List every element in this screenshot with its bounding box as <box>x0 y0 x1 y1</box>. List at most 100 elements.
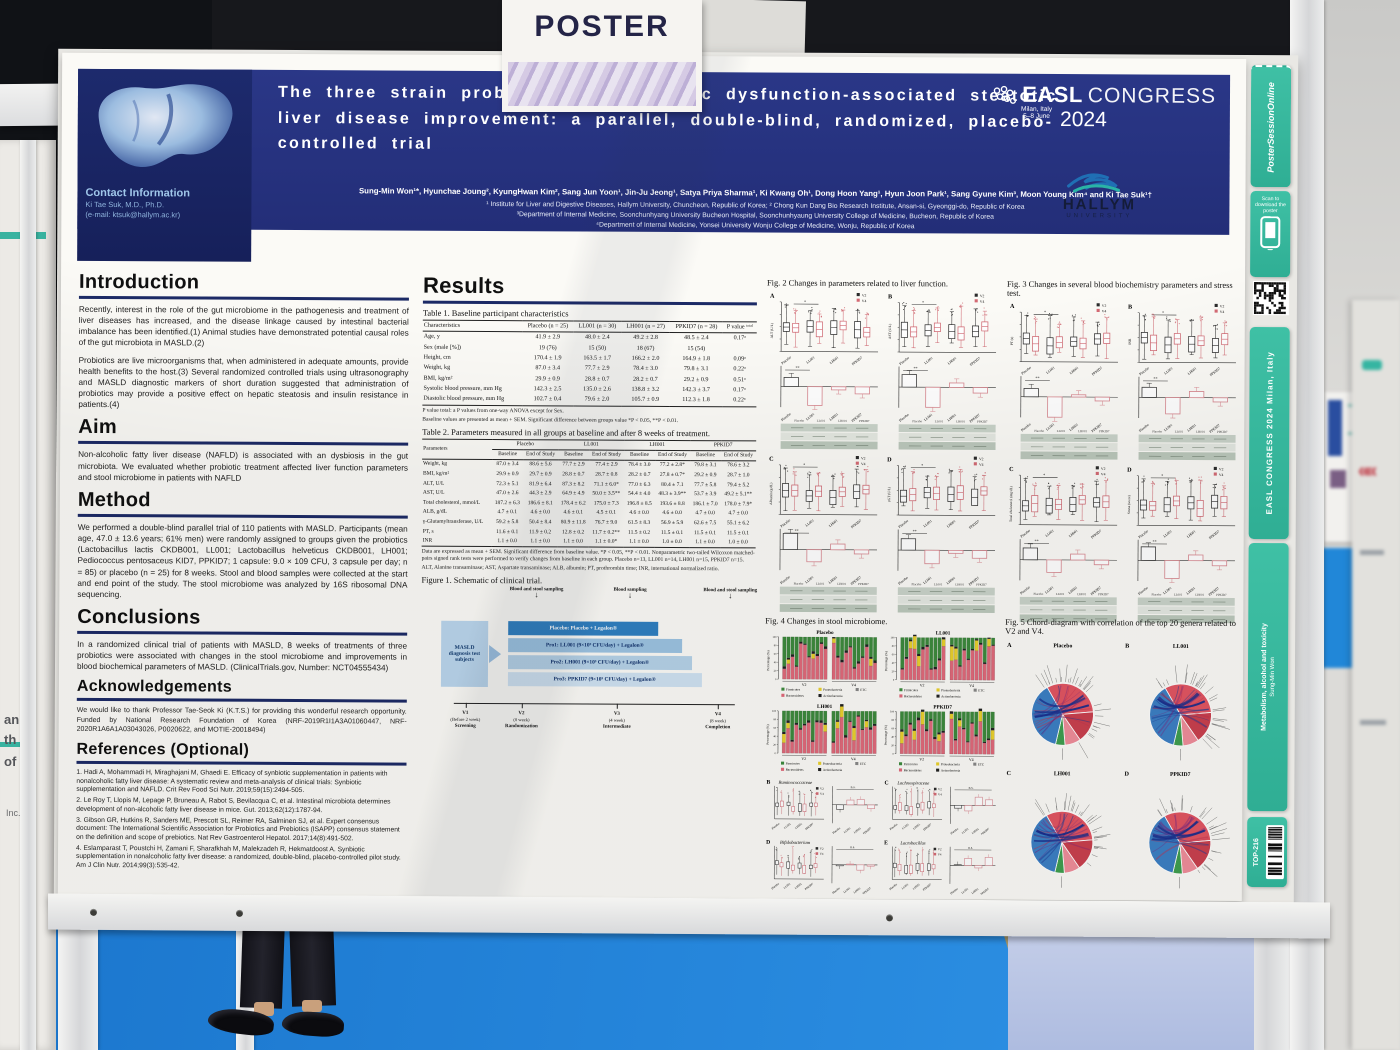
person-legs <box>206 885 376 1050</box>
svg-text:**: ** <box>795 528 799 533</box>
svg-text:LH001: LH001 <box>911 882 920 890</box>
svg-text:Placebo: Placebo <box>897 519 909 529</box>
svg-text:LL001: LL001 <box>1162 529 1172 538</box>
section-rule <box>78 441 409 447</box>
reference-item: 4. Eslamparast T, Poustchi H, Zamani F, … <box>75 844 401 870</box>
svg-text:Placebo: Placebo <box>831 886 841 894</box>
svg-text:LL001: LL001 <box>923 356 933 365</box>
chevrons-decor: «« <box>1358 460 1377 482</box>
svg-text:V2: V2 <box>938 788 942 792</box>
timeline-tick <box>521 703 523 709</box>
liver-xray-image <box>98 84 233 168</box>
svg-text:LH001: LH001 <box>1195 593 1204 597</box>
svg-text:Placebo: Placebo <box>1034 429 1044 433</box>
category-label: Metabolism, alcohol and toxicity <box>1260 623 1268 731</box>
bolt <box>886 914 893 922</box>
svg-text:LH001: LH001 <box>1068 529 1079 539</box>
svg-text:Placebo: Placebo <box>794 419 804 423</box>
trial-arm-bar: Placebo: Placebo + Legalon® <box>507 621 659 636</box>
svg-text:PPKID7: PPKID7 <box>1090 529 1102 540</box>
svg-text:PPKID7: PPKID7 <box>922 822 933 831</box>
svg-text:LH001: LH001 <box>1069 366 1080 376</box>
congress-dates: 5–8 June <box>1023 112 1050 120</box>
svg-text:PPKID7: PPKID7 <box>851 412 863 423</box>
timeline-axis: V1 (Before 2 week) Screening V2 (0 week) Ran… <box>450 702 735 730</box>
svg-text:40: 40 <box>773 735 776 738</box>
svg-text:Placebo: Placebo <box>888 882 898 891</box>
figure1-caption: Figure 1. Schematic of clinical trial. <box>421 575 543 586</box>
figure2-block: Fig. 2 Changes in parameters related to … <box>765 274 1000 614</box>
section-heading-method: Method <box>77 488 151 512</box>
svg-text:PPKID7: PPKID7 <box>859 419 870 423</box>
svg-text:LH001: LH001 <box>1185 586 1196 596</box>
svg-text:LL001: LL001 <box>1045 422 1055 431</box>
partition-smudge <box>1360 720 1386 725</box>
references-list: 1. Hadi A, Mohammadi H, Miraghajani M, G… <box>76 769 407 872</box>
easl-congress-logo: EASL CONGRESS Milan, Italy 5–8 June 2024 <box>991 82 1216 133</box>
svg-text:LL001: LL001 <box>816 582 825 586</box>
trial-arm-bar: Pro1: LL001 (9×10⁹ CFU/day) + Legalon® <box>507 638 682 653</box>
partition-smudge <box>1360 550 1384 555</box>
poster-header-band: The three strain probiotics for metaboli… <box>77 68 1231 235</box>
svg-text:*: * <box>921 463 923 468</box>
svg-text:V4: V4 <box>862 299 867 303</box>
svg-text:20: 20 <box>773 744 776 747</box>
figure3-block: Fig. 3 Changes in several blood biochemi… <box>1005 276 1240 625</box>
easl-grapes-icon <box>993 85 1017 104</box>
svg-text:n.s.: n.s. <box>851 785 856 789</box>
svg-text:Placebo: Placebo <box>888 822 898 831</box>
sampling-label: Blood sampling ↓ <box>613 587 647 600</box>
neighbor-text-fragment: an <box>4 712 20 727</box>
svg-text:V2: V2 <box>919 684 924 688</box>
svg-text:PPKID7: PPKID7 <box>1207 586 1219 597</box>
svg-text:*: * <box>804 299 806 304</box>
svg-text:V4: V4 <box>820 852 824 856</box>
table-row: Diastolic blood pressure, mm Hg 102.7 ± 0… <box>422 393 757 407</box>
table1: Characteristics Placebo (n = 25) LL001 (n … <box>422 320 757 407</box>
figure5-block: Fig. 5 Chord-diagram with correlation of… <box>1004 614 1238 893</box>
easl-strip-label: EASL CONGRESS 2024 Milan, Italy <box>1264 351 1275 515</box>
svg-text:V4: V4 <box>938 793 942 797</box>
svg-text:LL001: LL001 <box>922 519 932 528</box>
figure4-block: Fig. 4 Changes in stool microbiome. Plac… <box>764 612 998 895</box>
svg-text:40: 40 <box>891 662 894 665</box>
table2-subcol-header: End of Study <box>588 449 625 460</box>
svg-text:V4: V4 <box>851 757 856 761</box>
svg-text:100: 100 <box>890 636 895 639</box>
svg-text:LL001: LL001 <box>783 881 792 889</box>
svg-text:Placebo: Placebo <box>1020 422 1032 432</box>
svg-text:PPKID7: PPKID7 <box>979 827 990 835</box>
svg-text:PPKID7: PPKID7 <box>921 882 932 891</box>
partition-logo-mark <box>1362 360 1382 370</box>
chord-diagram: A Placebo <box>1007 642 1112 760</box>
svg-text:PPKID7: PPKID7 <box>804 822 815 831</box>
svg-text:Placebo: Placebo <box>780 518 792 528</box>
poster-sign-decor-band <box>508 62 696 106</box>
svg-text:*: * <box>1043 472 1045 477</box>
table2-group-header: LL001 <box>558 439 625 450</box>
acknowledgements-text: We would like to thank Professor Tae-Seo… <box>76 707 407 735</box>
svg-text:PPKID7: PPKID7 <box>976 582 987 586</box>
svg-text:Placebo: Placebo <box>1138 366 1150 376</box>
svg-text:Stress (score): Stress (score) <box>1127 494 1131 514</box>
svg-text:PPKID7: PPKID7 <box>804 882 815 891</box>
svg-text:Placebo: Placebo <box>911 582 921 586</box>
svg-text:D: D <box>1127 466 1132 473</box>
qr-code <box>1252 281 1290 316</box>
easl-strip-badge: EASL CONGRESS 2024 Milan, Italy <box>1248 327 1290 540</box>
svg-text:LL001: LL001 <box>922 575 932 584</box>
table2-subcol-header: End of Study <box>522 449 559 460</box>
svg-text:20: 20 <box>774 670 777 673</box>
svg-text:V4: V4 <box>979 300 984 304</box>
svg-text:Placebo: Placebo <box>1138 423 1150 433</box>
svg-text:Ruminococcaceae: Ruminococcaceae <box>777 781 812 786</box>
figure5-caption: Fig. 5 Chord-diagram with correlation of… <box>1005 617 1236 636</box>
svg-text:80: 80 <box>891 719 894 722</box>
svg-text:D: D <box>887 456 892 463</box>
timeline-tick <box>616 703 618 709</box>
presenter-label: Sung-Min Won <box>1269 657 1276 697</box>
section-heading-acknowledgements: Acknowledgements <box>76 678 232 697</box>
